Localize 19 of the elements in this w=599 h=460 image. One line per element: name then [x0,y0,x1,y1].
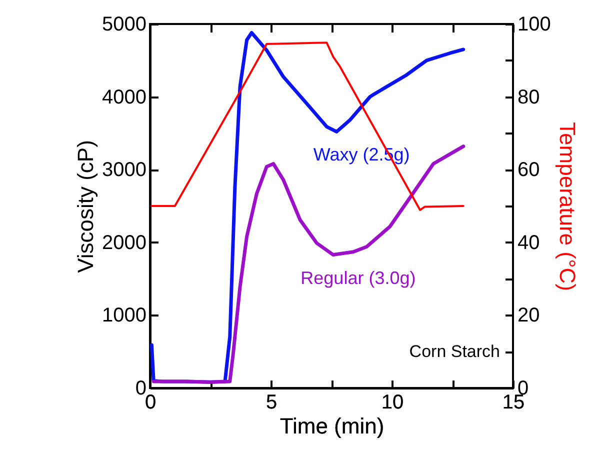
y-tick-label: 0 [135,378,146,400]
y-tick-label: 4000 [102,86,146,108]
y2-tick-label: 100 [518,14,551,36]
y-tick-label: 1000 [102,304,146,327]
y2-tick-label: 40 [518,232,540,254]
x-axis-title: Time (min) [280,414,384,438]
x-tick-label: 5 [266,392,278,414]
annotation: Corn Starch [409,342,500,361]
y2-tick-label: 20 [518,304,540,327]
y2-tick-label: 80 [518,86,540,108]
y-tick-label: 5000 [102,14,146,36]
x-tick-label: 10 [381,392,404,414]
line-series [150,42,464,212]
y-tick-label: 3000 [102,159,146,182]
y-tick-label: 2000 [102,232,146,254]
y-axis-title: Viscosity (cP) [73,140,98,273]
y2-axis-title: Temperature (°C) [554,122,580,291]
y2-tick-label: 60 [518,159,540,182]
series-label: Regular (3.0g) [300,268,416,288]
